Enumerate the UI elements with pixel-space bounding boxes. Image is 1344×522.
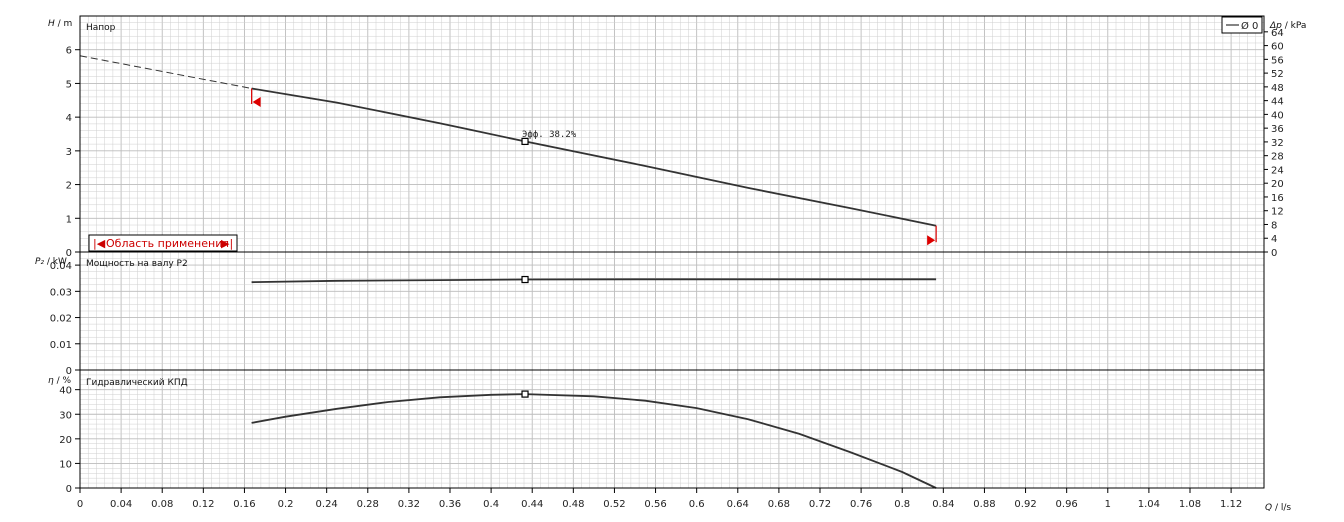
legend-entry: Ø 0 [1241,20,1258,32]
range-start-marker [252,96,261,107]
x-tick-label: 1.08 [1179,499,1201,510]
efficiency-y-tick-label: 0 [66,484,72,495]
pressure-tick-label: 36 [1271,124,1284,135]
efficiency-annotation: Эфф. 38.2% [522,130,577,140]
x-tick-label: 0.64 [727,499,749,510]
x-tick-label: 0.24 [316,499,338,510]
x-tick-label: 0.08 [151,499,173,510]
curves-layer [79,55,937,489]
head-axis-label: H / m [48,19,72,29]
pressure-tick-label: 8 [1271,220,1277,231]
power-operating-point [521,275,529,284]
efficiency-panel-title: Гидравлический КПД [86,378,188,388]
range-end-marker [927,235,936,246]
x-tick-label: 0.28 [357,499,379,510]
application-range-label: Область применения [106,237,229,250]
legend: Ø 0 [1221,16,1263,34]
efficiency-curve [251,393,937,489]
head-y-tick-label: 3 [66,147,72,158]
x-tick-label: 0.4 [483,499,499,510]
pressure-tick-label: 0 [1271,248,1277,259]
x-tick-label: 0.92 [1014,499,1036,510]
x-tick-label: 0.52 [603,499,625,510]
flow-axis-label: Q / l/s [1265,503,1291,513]
x-tick-label: 0.84 [932,499,954,510]
x-tick-label: 0.56 [644,499,666,510]
pressure-tick-label: 32 [1271,138,1284,149]
x-tick-label: 1.04 [1138,499,1160,510]
efficiency-y-tick-label: 10 [59,459,72,470]
extrapolated-head-line [79,55,252,89]
power-y-tick-label: 0 [66,366,72,377]
pressure-tick-label: 60 [1271,42,1284,53]
efficiency-y-tick-label: 20 [59,435,72,446]
pressure-tick-label: 12 [1271,207,1284,218]
power-y-tick-label: 0.04 [50,261,72,272]
head-y-tick-label: 6 [66,46,72,57]
x-tick-label: 0.12 [192,499,214,510]
head-y-tick-label: 5 [66,79,72,90]
pressure-tick-label: 4 [1271,234,1277,245]
x-tick-label: 0.96 [1056,499,1078,510]
pressure-tick-label: 56 [1271,55,1284,66]
pressure-tick-label: 48 [1271,83,1284,94]
x-tick-label: 0.68 [768,499,790,510]
head-operating-point [521,137,529,146]
power-panel-title: Мощность на валу P2 [86,259,188,269]
efficiency-axis-label: η / % [48,376,71,386]
ticks-layer: 0 0.04 0.08 0.12 0.16 0.2 0.24 0.28 0.32 0.36 0.4 0… [50,28,1284,510]
pressure-tick-label: 16 [1271,193,1284,204]
head-y-tick-label: 2 [66,181,72,192]
x-tick-label: 0.72 [809,499,831,510]
power-y-tick-label: 0.01 [50,340,72,351]
head-panel-title: Напор [86,23,116,33]
x-tick-label: 1.12 [1220,499,1242,510]
efficiency-y-tick-label: 40 [59,386,72,397]
grid-layer [79,15,1264,489]
range-start-icon: |◀ [93,237,106,250]
x-tick-label: 1 [1105,499,1111,510]
x-tick-label: 0.48 [562,499,584,510]
pressure-axis-label: Δp / kPa [1269,21,1306,31]
range-end-icon: ▶| [221,237,233,250]
head-curve [251,87,937,227]
application-range-box: |◀ Область применения ▶| [88,234,238,252]
power-axis-label: P₂ / kW [35,257,67,267]
power-curve [251,278,937,284]
power-y-tick-label: 0.03 [50,287,72,298]
power-y-tick-label: 0.02 [50,314,72,325]
head-y-tick-label: 1 [66,214,72,225]
x-tick-label: 0.8 [894,499,910,510]
head-y-tick-label: 0 [66,248,72,259]
x-tick-label: 0.36 [439,499,461,510]
x-tick-label: 0.88 [973,499,995,510]
pressure-tick-label: 44 [1271,97,1284,108]
pressure-tick-label: 52 [1271,69,1284,80]
x-tick-label: 0.6 [689,499,705,510]
head-y-tick-label: 4 [66,113,72,124]
pressure-tick-label: 24 [1271,165,1284,176]
x-tick-label: 0.76 [850,499,872,510]
pressure-tick-label: 28 [1271,152,1284,163]
pressure-tick-label: 20 [1271,179,1284,190]
x-tick-label: 0.32 [398,499,420,510]
x-tick-label: 0.44 [521,499,543,510]
efficiency-operating-point [521,390,529,398]
pressure-tick-label: 64 [1271,28,1284,39]
efficiency-panel-frame [79,369,1265,489]
x-tick-label: 0.2 [278,499,294,510]
x-tick-label: 0.16 [233,499,255,510]
efficiency-y-tick-label: 30 [59,410,72,421]
x-tick-label: 0.04 [110,499,132,510]
x-tick-label: 0 [77,499,83,510]
pressure-tick-label: 40 [1271,110,1284,121]
